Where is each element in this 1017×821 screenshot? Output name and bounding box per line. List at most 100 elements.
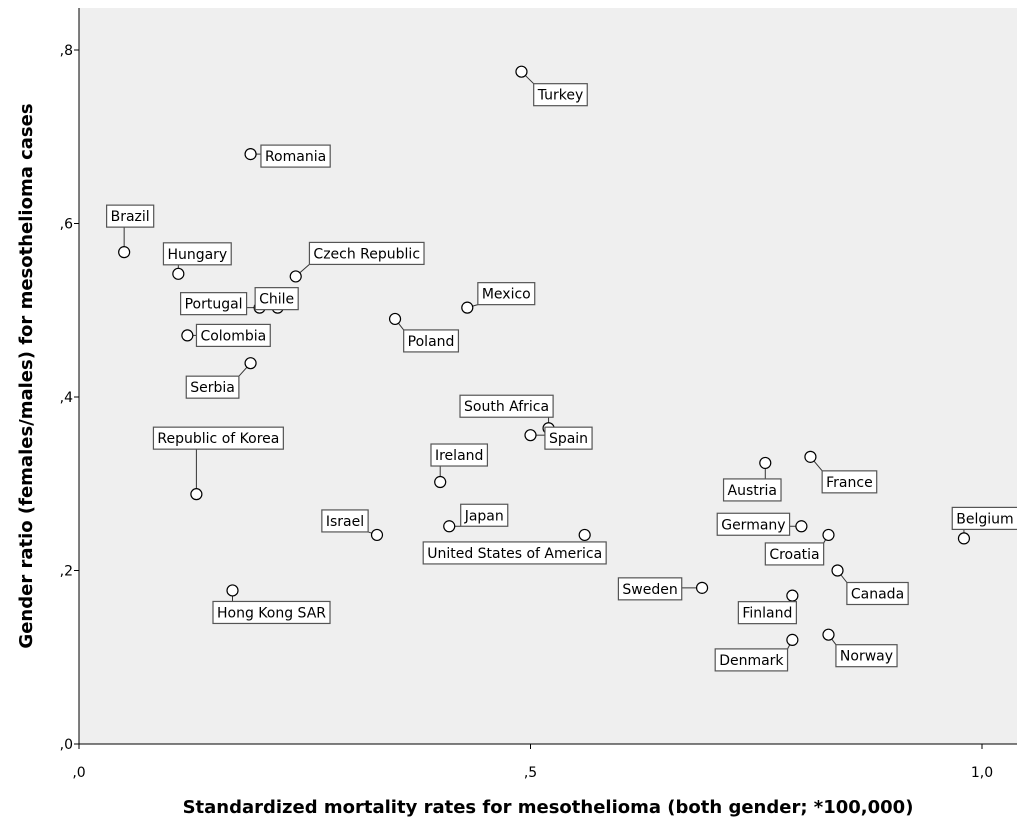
x-tick-label: ,0 [72, 765, 85, 781]
point-label-box [951, 506, 1017, 531]
point-label-text: Portugal [185, 297, 243, 313]
point-label-text: Romania [265, 149, 326, 165]
y-axis-title: Gender ratio (females/males) for mesothe… [16, 103, 37, 648]
data-point-romania [244, 148, 257, 161]
point-label-text: Belgium [956, 511, 1013, 527]
data-point-united-states-of-america [578, 528, 591, 542]
data-point-austria [759, 456, 772, 470]
point-label-colombia: Colombia [195, 323, 271, 348]
point-label-text: Finland [742, 606, 792, 622]
point-label-text: Brazil [111, 209, 150, 225]
x-tick-label: ,5 [524, 765, 537, 781]
point-label-box [180, 292, 248, 316]
point-label-germany: Germany [716, 512, 791, 536]
y-tick-label: ,4 [60, 390, 73, 406]
point-label-box [460, 503, 509, 527]
data-point-poland [388, 312, 402, 326]
point-label-text: Chile [259, 292, 294, 308]
point-label-text: France [826, 475, 873, 491]
point-label-box [321, 509, 369, 533]
point-label-text: Israel [326, 514, 364, 530]
point-label-box [544, 426, 593, 450]
point-label-text: Hong Kong SAR [217, 605, 326, 621]
point-label-text: Turkey [537, 88, 584, 104]
point-label-hong-kong-sar: Hong Kong SAR [212, 600, 331, 625]
data-point-croatia [822, 528, 835, 542]
point-label-hungary: Hungary [162, 242, 232, 266]
point-label-south-africa: South Africa [459, 394, 554, 418]
point-label-box [185, 375, 240, 399]
point-label-box [308, 241, 425, 266]
point-label-text: Germany [721, 517, 785, 533]
point-label-text: Mexico [482, 287, 531, 303]
data-point-serbia [244, 357, 257, 370]
point-label-text: Austria [728, 483, 777, 499]
point-label-box [260, 144, 331, 168]
point-label-finland: Finland [737, 601, 797, 625]
point-label-denmark: Denmark [714, 648, 789, 672]
data-point-spain [524, 429, 537, 442]
point-label-text: Czech Republic [313, 246, 420, 262]
point-label-box [162, 242, 232, 266]
point-label-france: France [821, 470, 878, 494]
point-label-box [846, 581, 909, 606]
point-label-box [403, 329, 460, 353]
point-label-box [195, 323, 271, 348]
point-label-box [716, 512, 791, 536]
data-point-sweden [695, 581, 709, 594]
point-label-text: Canada [851, 587, 904, 603]
point-label-canada: Canada [846, 581, 909, 606]
data-point-norway [822, 628, 835, 641]
point-label-japan: Japan [460, 503, 509, 527]
data-point-mexico [461, 301, 474, 314]
point-label-poland: Poland [403, 329, 460, 353]
point-label-chile: Chile [254, 287, 299, 311]
point-label-box [152, 426, 284, 450]
data-point-hong-kong-sar [226, 584, 239, 597]
point-label-text: Sweden [622, 582, 677, 598]
x-tick-label: 1,0 [971, 765, 993, 781]
data-point-brazil [118, 246, 131, 259]
point-label-box [459, 394, 554, 418]
point-label-republic-of-korea: Republic of Korea [152, 426, 284, 450]
point-label-text: Croatia [769, 547, 819, 563]
data-points [118, 65, 971, 647]
point-label-romania: Romania [260, 144, 331, 168]
point-label-text: Poland [408, 334, 455, 350]
data-point-ireland [434, 475, 447, 489]
point-label-box [533, 83, 588, 107]
point-label-spain: Spain [544, 426, 593, 450]
y-tick-label: ,8 [60, 43, 73, 59]
y-tick-label: ,0 [60, 737, 73, 753]
point-label-croatia: Croatia [764, 542, 825, 566]
point-label-portugal: Portugal [180, 292, 248, 316]
point-label-belgium: Belgium [951, 506, 1017, 531]
y-tick-label: ,2 [60, 564, 73, 580]
point-label-text: Hungary [167, 247, 227, 263]
point-label-austria: Austria [722, 478, 782, 502]
point-label-box [430, 443, 489, 467]
point-label-box [617, 577, 683, 601]
axis-ticks: ,0,51,01,52,0,0,2,4,6,8 [60, 43, 993, 781]
point-label-israel: Israel [321, 509, 369, 533]
y-tick-label: ,6 [60, 217, 73, 233]
point-label-norway: Norway [835, 644, 898, 668]
point-label-text: South Africa [464, 399, 549, 415]
point-label-box [212, 600, 331, 625]
point-label-mexico: Mexico [477, 282, 536, 306]
data-point-france [804, 450, 817, 463]
data-point-colombia [181, 329, 194, 342]
point-label-czech-republic: Czech Republic [308, 241, 425, 266]
point-label-box [821, 470, 878, 494]
point-label-text: Ireland [435, 448, 483, 464]
data-point-japan [443, 520, 456, 533]
point-label-box [254, 287, 299, 311]
data-point-belgium [957, 532, 971, 545]
point-label-text: Republic of Korea [157, 431, 279, 447]
point-label-box [477, 282, 536, 306]
point-label-ireland: Ireland [430, 443, 489, 467]
point-label-text: United States of America [427, 546, 602, 562]
point-label-text: Japan [464, 508, 504, 524]
point-label-box [714, 648, 789, 672]
